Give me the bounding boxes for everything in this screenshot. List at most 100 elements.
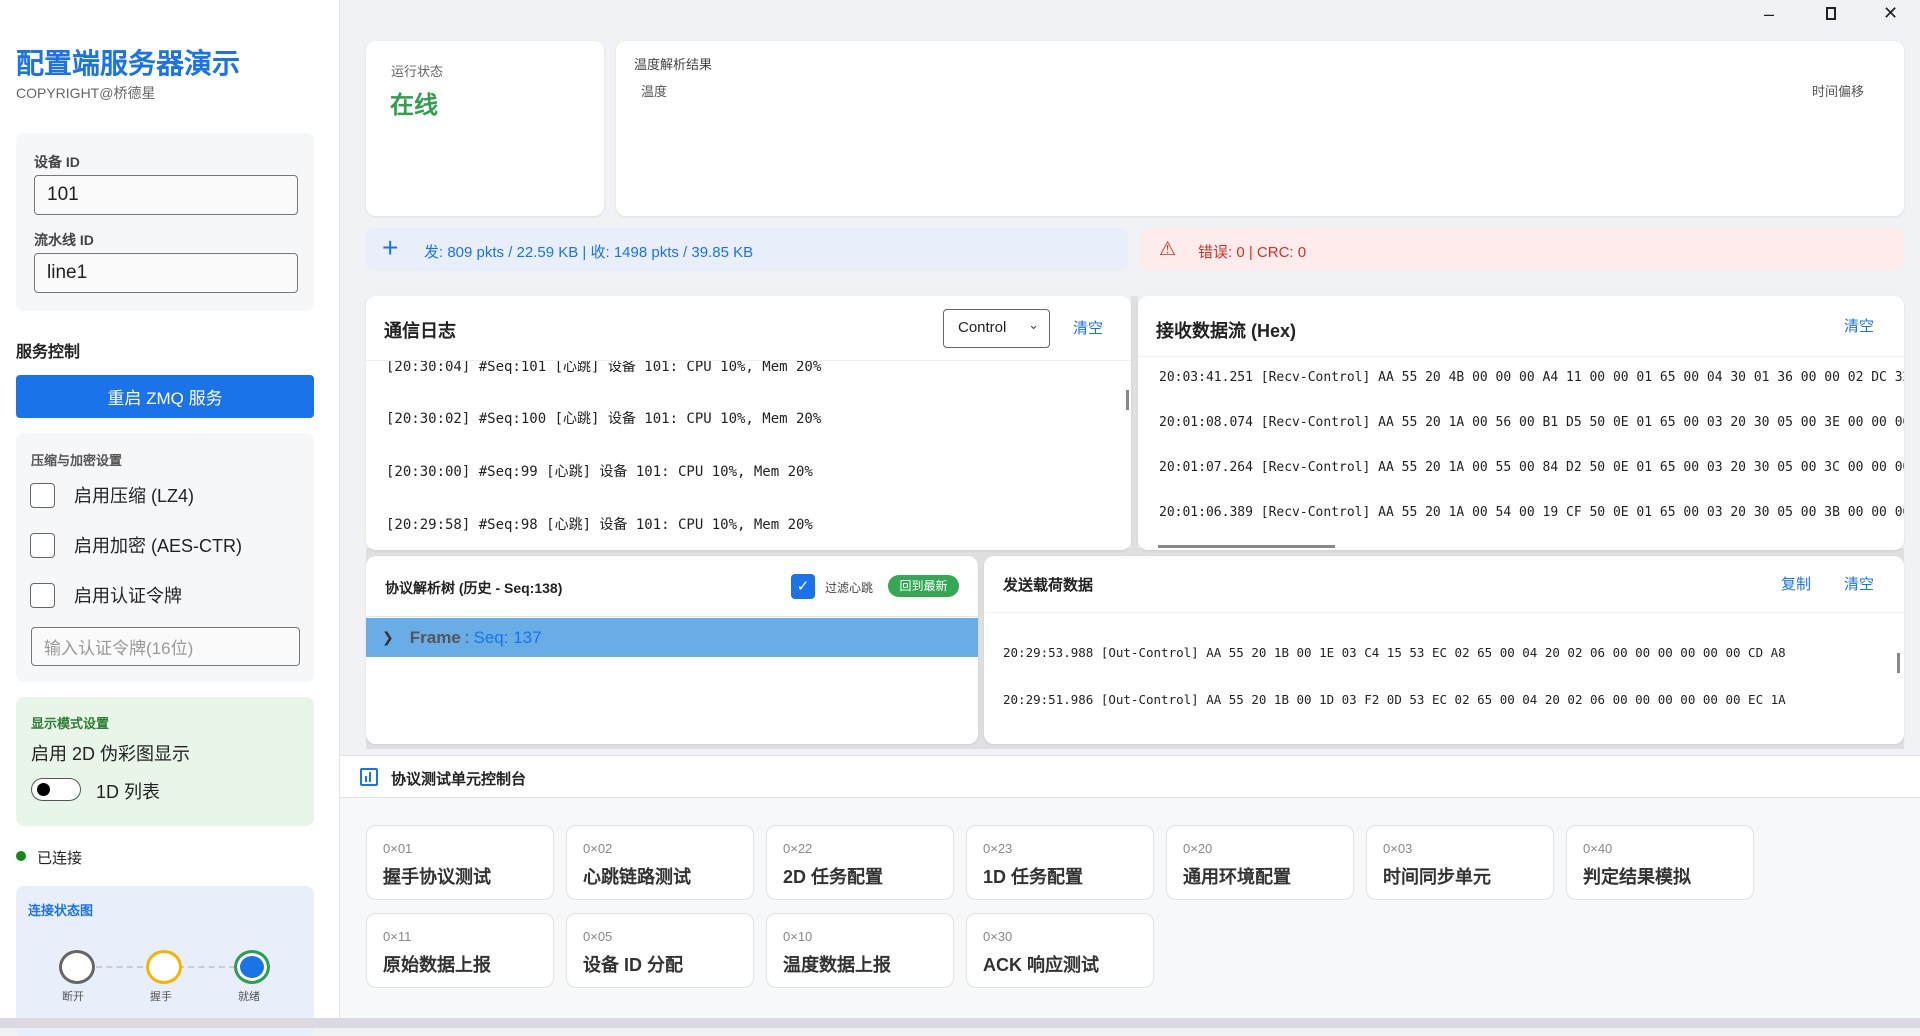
display-mode-card: 显示模式设置 启用 2D 伪彩图显示 1D 列表 [16,697,314,826]
column-time-offset: 时间偏移 [1811,84,1864,99]
payload-line: 20:29:51.986 [Out-Control] AA 55 20 1B 0… [1003,692,1786,707]
node-key: Frame [409,627,461,647]
run-status-value: 在线 [390,92,438,119]
unit-name: 通用环境配置 [1183,867,1291,887]
send-payload-clear-button[interactable]: 清空 [1844,576,1875,593]
test-unit-card[interactable]: 0×20 通用环境配置 [1166,825,1354,900]
checkbox-box[interactable] [30,532,55,558]
security-settings-card: 压缩与加密设置 启用压缩 (LZ4) 启用加密 (AES-CTR) 启用认证令牌… [16,433,314,682]
unit-code: 0×40 [1583,841,1613,856]
conn-diagram-heading: 连接状态图 [28,903,94,918]
display-mode-toggle[interactable] [31,778,81,801]
hex-line: 20:01:08.074 [Recv-Control] AA 55 20 1A … [1159,415,1904,430]
app-title: 配置端服务器演示 [16,48,241,79]
recv-hex-title: 接收数据流 (Hex) [1156,321,1297,341]
comm-log-clear-button[interactable]: 清空 [1073,320,1104,337]
unit-name: 温度数据上报 [783,955,891,975]
unit-code: 0×30 [983,929,1013,944]
unit-code: 0×23 [983,841,1013,856]
handshake-state-icon [146,950,182,984]
node-value: Seq: 137 [473,627,542,647]
log-line: [20:30:00] #Seq:99 [心跳] 设备 101: CPU 10%,… [386,464,813,480]
select-value: Control [958,319,1007,336]
copy-button[interactable]: 复制 [1781,576,1812,593]
state-label: 就绪 [238,991,260,1003]
pipeline-id-label: 流水线 ID [34,232,94,248]
checkbox-encryption[interactable]: 启用加密 (AES-CTR) [30,532,242,558]
run-status-label: 运行状态 [391,64,444,79]
error-stats: 错误: 0 | CRC: 0 [1198,244,1307,261]
restore-icon[interactable] [1826,7,1836,20]
service-control-heading: 服务控制 [16,344,81,361]
unit-code: 0×03 [1383,841,1413,856]
unit-name: 握手协议测试 [383,867,491,887]
warning-icon: ⚠ [1159,239,1177,260]
tree-node-frame[interactable]: ❯ Frame : Seq: 137 [366,618,978,657]
splitter-horizontal[interactable] [366,548,1904,556]
unit-name: 设备 ID 分配 [583,955,684,975]
checkbox-box[interactable] [30,482,55,508]
device-id-label: 设备 ID [34,154,80,170]
horizontal-scrollbar[interactable] [1158,545,1335,548]
payload-line: 20:29:53.988 [Out-Control] AA 55 20 1B 0… [1003,645,1786,660]
unit-code: 0×22 [783,841,813,856]
column-temperature: 温度 [641,84,668,99]
comm-log-list: [20:30:04] #Seq:101 [心跳] 设备 101: CPU 10%… [366,361,1131,550]
toggle-label: 1D 列表 [96,782,161,802]
test-unit-card[interactable]: 0×23 1D 任务配置 [966,825,1154,900]
restart-zmq-button[interactable]: 重启 ZMQ 服务 [16,375,314,418]
console-title: 协议测试单元控制台 [391,771,527,788]
console-body: 0×01 握手协议测试 0×02 心跳链路测试 0×22 2D 任务配置 0×23 1D 任务… [340,798,1920,1020]
console-header: 协议测试单元控制台 [340,755,1920,798]
test-unit-card[interactable]: 0×11 原始数据上报 [366,913,554,988]
checkbox-auth-token[interactable]: 启用认证令牌 [30,582,182,608]
checkbox-label: 启用加密 (AES-CTR) [74,536,242,556]
test-unit-card[interactable]: 0×05 设备 ID 分配 [566,913,754,988]
chevron-down-icon: ⌄ [1028,317,1039,332]
recv-hex-clear-button[interactable]: 清空 [1844,318,1875,335]
minimize-icon[interactable]: – [1764,4,1775,24]
checkbox-label: 启用认证令牌 [74,586,182,606]
unit-name: 1D 任务配置 [983,867,1084,887]
scrollbar[interactable] [1897,653,1900,673]
test-unit-card[interactable]: 0×40 判定结果模拟 [1566,825,1754,900]
checkbox-label: 启用压缩 (LZ4) [74,486,195,506]
disconnected-state-icon [59,950,95,984]
test-unit-card[interactable]: 0×30 ACK 响应测试 [966,913,1154,988]
auth-token-input[interactable]: 输入认证令牌(16位) [31,627,300,666]
splitter-vertical[interactable] [1131,296,1138,550]
scrollbar[interactable] [1126,390,1129,410]
hex-line: 20:03:41.251 [Recv-Control] AA 55 20 4B … [1159,370,1904,385]
unit-code: 0×10 [783,929,813,944]
device-id-input[interactable]: 101 [34,175,298,215]
test-unit-card[interactable]: 0×01 握手协议测试 [366,825,554,900]
test-unit-card[interactable]: 0×02 心跳链路测试 [566,825,754,900]
connection-status: 已连接 [37,850,83,867]
test-unit-card[interactable]: 0×22 2D 任务配置 [766,825,954,900]
checkbox-box[interactable] [30,582,55,608]
send-payload-panel: 发送载荷数据 复制 清空 20:29:53.988 [Out-Control] … [984,556,1904,744]
test-unit-card[interactable]: 0×10 温度数据上报 [766,913,954,988]
traffic-stats-bar: + 发: 809 pkts / 22.59 KB | 收: 1498 pkts … [366,228,1128,271]
taskbar-strip [0,1018,1920,1028]
test-unit-card[interactable]: 0×03 时间同步单元 [1366,825,1554,900]
unit-name: 时间同步单元 [1383,867,1491,887]
back-to-latest-button[interactable]: 回到最新 [888,575,959,597]
unit-name: 2D 任务配置 [783,867,884,887]
hex-line: 20:01:06.389 [Recv-Control] AA 55 20 1A … [1159,505,1904,520]
ready-state-icon [234,950,270,984]
error-stats-bar: ⚠ 错误: 0 | CRC: 0 [1141,228,1904,271]
checkbox-compression[interactable]: 启用压缩 (LZ4) [30,482,194,508]
chevron-right-icon[interactable]: ❯ [382,629,394,645]
temperature-card: 温度解析结果 温度 时间偏移 [616,41,1904,216]
close-icon[interactable]: ✕ [1883,3,1899,23]
state-label: 握手 [150,991,172,1003]
toggle-knob [37,783,50,796]
recv-hex-panel: 接收数据流 (Hex) 清空 20:03:41.251 [Recv-Contro… [1138,296,1904,550]
comm-log-panel: 通信日志 Control ⌄ 清空 [20:30:04] #Seq:101 [心跳… [366,296,1131,550]
pipeline-id-input[interactable]: line1 [34,253,298,293]
unit-name: ACK 响应测试 [983,955,1099,975]
unit-code: 0×01 [383,841,413,856]
log-filter-select[interactable]: Control ⌄ [943,309,1050,348]
filter-heartbeat-checkbox[interactable]: ✓ [791,574,815,599]
